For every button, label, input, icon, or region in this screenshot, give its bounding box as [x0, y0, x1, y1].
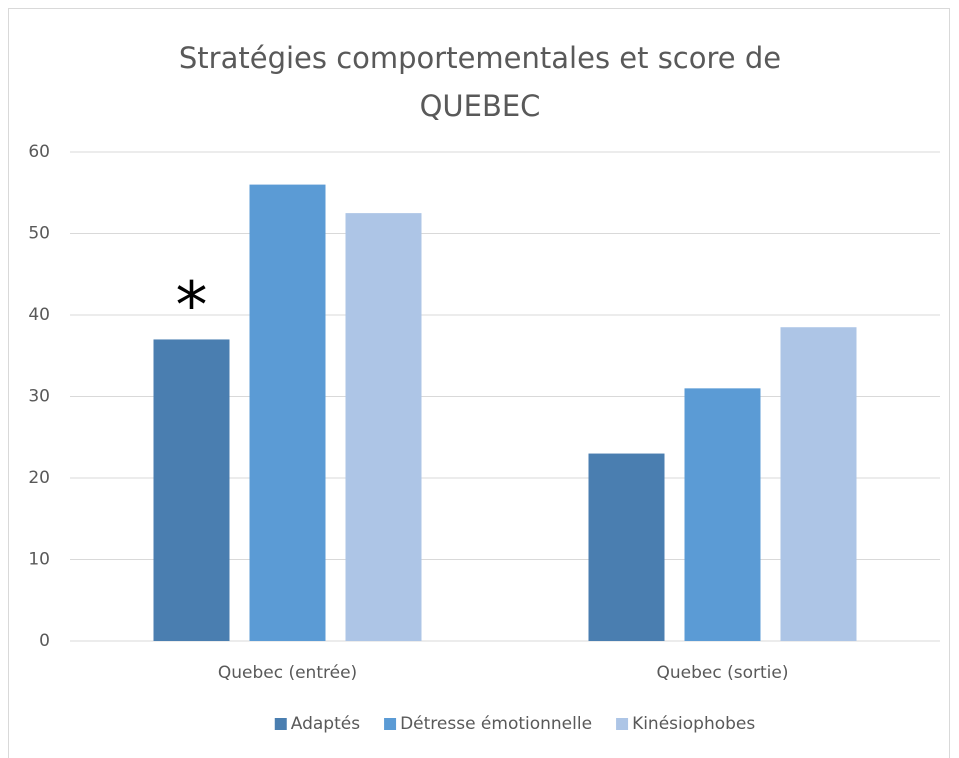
bar: [780, 327, 857, 641]
bar: [684, 388, 761, 641]
legend-swatch: [274, 718, 287, 730]
bar: [345, 213, 422, 641]
y-tick-label: 60: [28, 142, 50, 162]
y-tick-label: 10: [28, 550, 50, 570]
y-tick-label: 40: [28, 305, 50, 325]
legend-label: Kinésiophobes: [632, 714, 755, 734]
x-tick-label: Quebec (entrée): [218, 663, 357, 683]
legend-swatch: [384, 718, 397, 730]
y-tick-label: 0: [39, 631, 50, 651]
legend-label: Détresse émotionnelle: [400, 714, 592, 734]
chart-title: Stratégies comportementales et score de …: [178, 41, 782, 123]
y-tick-label: 30: [28, 387, 50, 407]
y-tick-label: 50: [28, 224, 50, 244]
x-tick-label: Quebec (sortie): [657, 663, 789, 683]
annotation: *: [176, 269, 208, 343]
chart-border: [8, 8, 950, 758]
legend-label: Adaptés: [291, 714, 360, 734]
bar: [153, 339, 230, 641]
bar: [249, 184, 326, 641]
bar: [588, 453, 665, 641]
y-tick-label: 20: [28, 468, 50, 488]
legend-swatch: [616, 718, 629, 730]
